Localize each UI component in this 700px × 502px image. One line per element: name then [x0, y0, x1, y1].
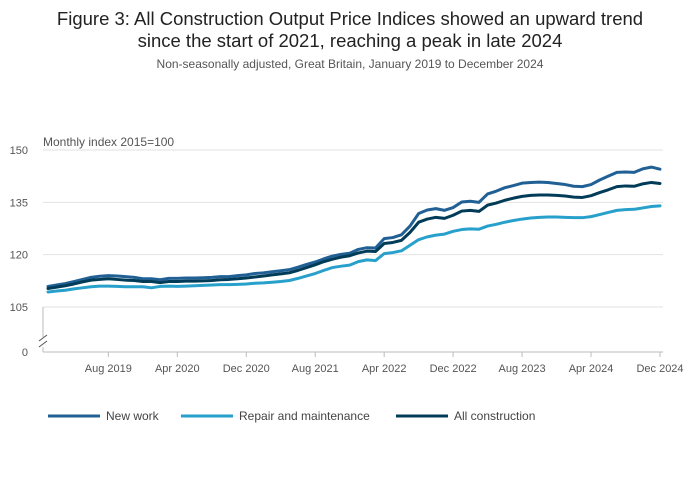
- y-axis-label: Monthly index 2015=100: [43, 135, 174, 149]
- legend-label: Repair and maintenance: [239, 409, 370, 423]
- grid-lines: [43, 149, 663, 353]
- axis-break-mark: [38, 334, 48, 342]
- series-line-2: [46, 204, 662, 294]
- legend-label: New work: [106, 409, 160, 423]
- x-tick-label: Dec 2024: [636, 363, 683, 375]
- x-axis: Aug 2019 Apr 2020 Dec 2020 Aug 2021 Apr 2022…: [85, 352, 684, 375]
- x-tick-label: Apr 2024: [569, 363, 614, 375]
- y-axis: 0 105 120 135 150 Monthly index 2015=100: [10, 135, 175, 359]
- chart-title: Figure 3: All Construction Output Price …: [0, 8, 700, 52]
- legend-item-3[interactable]: All construction: [396, 409, 535, 423]
- x-tick-label: Aug 2019: [85, 363, 132, 375]
- y-tick-label: 150: [10, 145, 28, 157]
- x-tick-label: Apr 2022: [362, 363, 407, 375]
- chart-title-line-2: since the start of 2021, reaching a peak…: [137, 30, 563, 51]
- y-tick-label: 120: [10, 250, 28, 262]
- x-tick-label: Apr 2020: [155, 363, 200, 375]
- y-tick-label: 105: [10, 302, 28, 314]
- series-line-3: [46, 180, 662, 291]
- series-line-1: [46, 165, 662, 288]
- x-tick-label: Dec 2020: [223, 363, 270, 375]
- legend-item-2[interactable]: Repair and maintenance: [181, 409, 370, 423]
- axis-break-mark: [38, 340, 48, 348]
- axis-break-gap: [37, 337, 49, 347]
- y-tick-label: 135: [10, 197, 28, 209]
- x-tick-label: Aug 2023: [499, 363, 546, 375]
- series-lines: [46, 165, 662, 294]
- x-tick-label: Aug 2021: [292, 363, 339, 375]
- y-tick-label: 0: [22, 347, 28, 359]
- x-tick-label: Dec 2022: [430, 363, 477, 375]
- legend: New work Repair and maintenance All constr…: [48, 409, 535, 423]
- legend-item-1[interactable]: New work: [48, 409, 160, 423]
- chart-subtitle: Non-seasonally adjusted, Great Britain, …: [156, 57, 544, 71]
- chart-title-line-1: Figure 3: All Construction Output Price …: [56, 8, 644, 29]
- legend-label: All construction: [454, 409, 535, 423]
